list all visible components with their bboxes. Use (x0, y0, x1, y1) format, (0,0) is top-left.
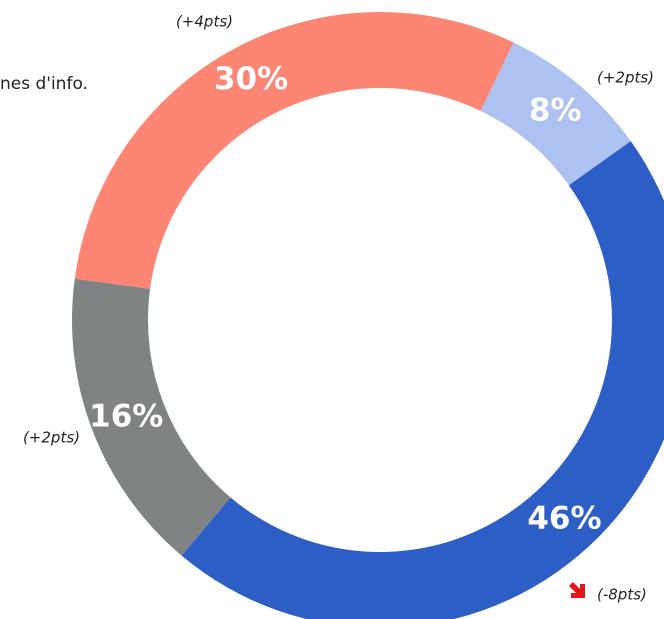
value-label: 16% (89, 398, 163, 434)
ring (72, 11, 664, 619)
change-label: (-8pts) (597, 586, 647, 604)
donut-segment (480, 42, 631, 186)
change-label: (+4pts) (176, 13, 233, 31)
change-label: (+2pts) (597, 69, 654, 87)
down-arrow-icon (569, 582, 585, 598)
donut-segment (181, 141, 664, 619)
donut-segment (74, 11, 514, 289)
note: nes d'info. (0, 74, 88, 94)
value-label: 8% (529, 92, 582, 128)
donut-segment (72, 278, 231, 556)
labels: 8% (+2pts) 46% (-8pts) 16% (+2pts) 30% (+4pts) (23, 13, 654, 604)
value-label: 30% (214, 61, 288, 97)
change-label: (+2pts) (23, 429, 80, 447)
value-label: 46% (527, 500, 601, 536)
